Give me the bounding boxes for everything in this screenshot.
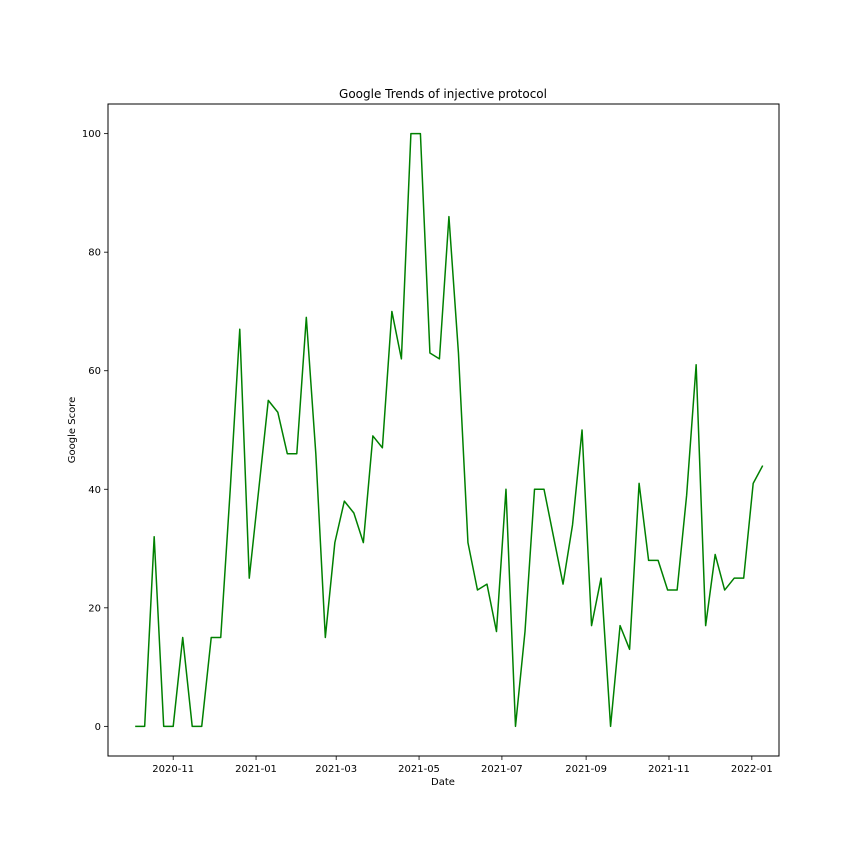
- y-tick-label: 100: [82, 129, 101, 140]
- plot-area-frame: [107, 103, 780, 757]
- x-tick-label: 2021-03: [315, 764, 357, 775]
- y-axis-ticks: 0 20 40 60 80 100: [82, 129, 108, 733]
- y-tick-label: 60: [88, 366, 101, 377]
- series-line-google-score: [135, 132, 764, 728]
- x-tick-label: 2022-01: [731, 764, 773, 775]
- x-tick-label: 2021-07: [481, 764, 523, 775]
- y-tick-label: 40: [88, 485, 101, 496]
- x-tick-label: 2021-01: [235, 764, 277, 775]
- y-tick-label: 20: [88, 603, 101, 614]
- y-axis-label: Google Score: [67, 397, 78, 463]
- x-tick-label: 2020-11: [152, 764, 194, 775]
- x-tick-label: 2021-11: [648, 764, 690, 775]
- x-axis-label: Date: [431, 777, 455, 788]
- chart-title: Google Trends of injective protocol: [339, 87, 547, 101]
- x-tick-label: 2021-09: [565, 764, 607, 775]
- y-tick-label: 0: [95, 722, 101, 733]
- y-tick-label: 80: [88, 248, 101, 259]
- x-axis-ticks: 2020-11 2021-01 2021-03 2021-05 2021-07 2021-…: [152, 756, 773, 775]
- x-tick-label: 2021-05: [398, 764, 440, 775]
